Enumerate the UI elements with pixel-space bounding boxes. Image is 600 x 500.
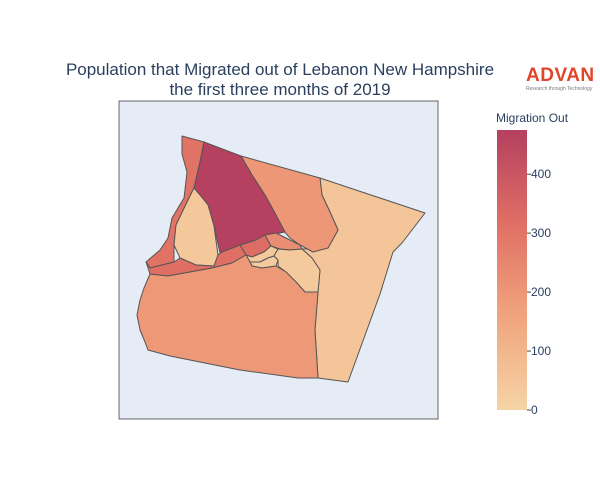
colorbar-tick-label: 100 <box>531 344 552 359</box>
chart-title: Population that Migrated out of Lebanon … <box>20 60 540 100</box>
advan-logo: ADVAN Research through Technology <box>526 65 596 93</box>
logo-word: ADVAN <box>526 65 595 86</box>
title-line-1: Population that Migrated out of Lebanon … <box>65 60 495 79</box>
title-line-2: the first three months of 2019 <box>169 80 391 99</box>
region-south[interactable] <box>136 254 319 379</box>
colorbar <box>497 130 527 410</box>
colorbar-tick-label: 0 <box>531 403 538 417</box>
logo-tagline: Research through Technology <box>526 86 593 92</box>
colorbar-tick-label: 400 <box>531 167 552 182</box>
colorbar-title: Migration Out <box>496 111 569 125</box>
colorbar-tick-label: 200 <box>531 285 552 300</box>
colorbar-tick-label: 300 <box>531 226 552 241</box>
